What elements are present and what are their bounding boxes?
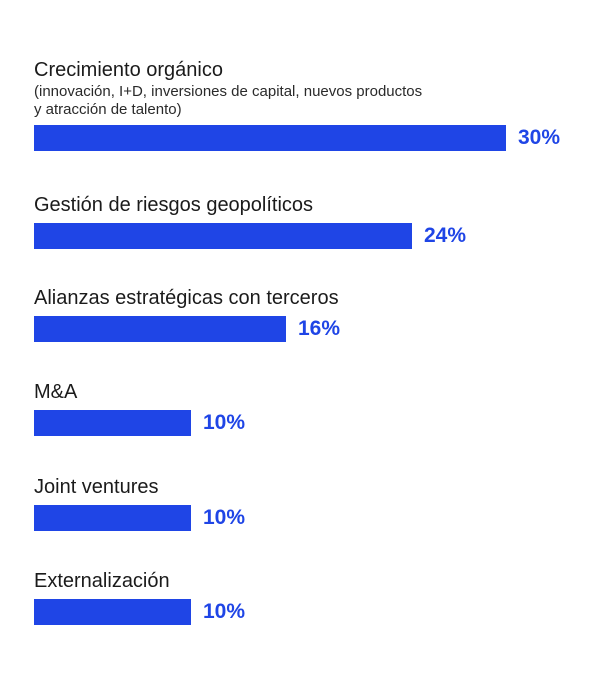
category-label: Alianzas estratégicas con terceros: [34, 287, 339, 309]
category-label: Joint ventures: [34, 476, 159, 498]
bar-track: 10%: [34, 505, 600, 531]
value-label: 10%: [203, 411, 246, 434]
value-label: 24%: [424, 224, 467, 247]
bar-row: M&A 10%: [34, 380, 600, 436]
value-label: 30%: [518, 126, 561, 149]
category-label: M&A: [34, 381, 78, 403]
category-sublabel: (innovación, I+D, inversiones de capital…: [34, 83, 423, 118]
category-label: Crecimiento orgánico: [34, 59, 223, 81]
value-label: 10%: [203, 600, 246, 623]
bar-track: 10%: [34, 410, 600, 436]
value-label: 16%: [298, 317, 341, 340]
bar-row: Externalización 10%: [34, 569, 600, 625]
bar-track: 30%: [34, 125, 600, 151]
bar-row: Alianzas estratégicas con terceros 16%: [34, 286, 600, 342]
bar-track: 10%: [34, 599, 600, 625]
category-label: Externalización: [34, 570, 170, 592]
bar: [34, 599, 191, 625]
bar-row: Joint ventures 10%: [34, 475, 600, 531]
bar-track: 16%: [34, 316, 600, 342]
bar: [34, 410, 191, 436]
bar: [34, 316, 286, 342]
value-label: 10%: [203, 506, 246, 529]
bar-row: Gestión de riesgos geopolíticos 24%: [34, 193, 600, 249]
bar: [34, 223, 412, 249]
bar-row: Crecimiento orgánico (innovación, I+D, in…: [34, 58, 600, 151]
bar: [34, 505, 191, 531]
category-label: Gestión de riesgos geopolíticos: [34, 194, 314, 216]
bar: [34, 125, 506, 151]
bar-track: 24%: [34, 223, 600, 249]
